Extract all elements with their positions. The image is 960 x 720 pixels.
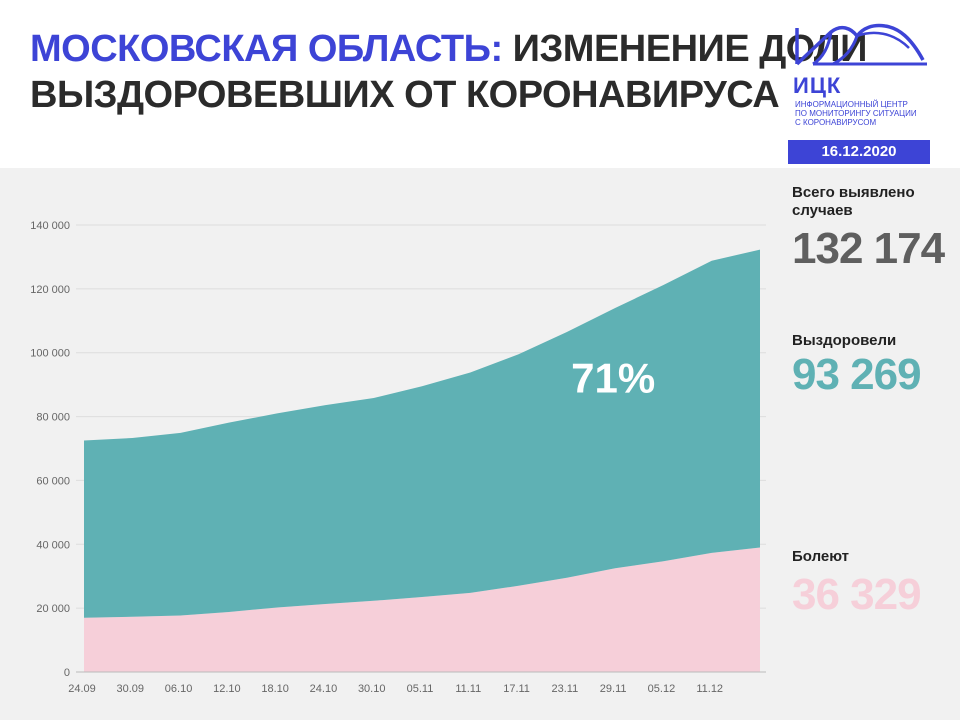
- x-tick-label: 23.11: [551, 683, 578, 695]
- y-tick-label: 120 000: [30, 284, 70, 296]
- x-tick-label: 30.10: [358, 683, 386, 695]
- y-tick-label: 80 000: [36, 412, 70, 424]
- logo-subtitle-line: С КОРОНАВИРУСОМ: [795, 118, 877, 127]
- x-tick-label: 11.11: [455, 683, 481, 695]
- x-tick-label: 05.11: [407, 683, 434, 695]
- stat-total-value: 132 174: [792, 224, 945, 273]
- y-tick-label: 100 000: [30, 348, 70, 360]
- header: МОСКОВСКАЯ ОБЛАСТЬ: ИЗМЕНЕНИЕ ДОЛИ ВЫЗДОР…: [0, 0, 960, 168]
- stat-sick-value: 36 329: [792, 570, 922, 619]
- y-tick-label: 0: [64, 667, 70, 679]
- area-series-recovered: [84, 249, 760, 618]
- x-tick-label: 12.10: [213, 683, 241, 695]
- stat-recovered-value: 93 269: [792, 350, 922, 399]
- stat-total: Всего выявлено случаев 132 174: [792, 184, 945, 273]
- x-tick-label: 24.10: [310, 683, 338, 695]
- area-series-sick: [84, 547, 760, 672]
- x-tick-label: 30.09: [117, 683, 145, 695]
- logo-subtitle-line: ИНФОРМАЦИОННЫЙ ЦЕНТР: [795, 100, 908, 109]
- y-tick-label: 60 000: [36, 475, 70, 487]
- page-title: МОСКОВСКАЯ ОБЛАСТЬ: ИЗМЕНЕНИЕ ДОЛИ ВЫЗДОР…: [30, 26, 867, 118]
- area-chart: 0 20 000 40 000 60 000 80 000 100 000 120 000 1…: [30, 220, 766, 695]
- x-tick-label: 06.10: [165, 683, 193, 695]
- title-rest: ИЗМЕНЕНИЕ ДОЛИ: [502, 28, 868, 70]
- stat-sick-label: Болеют: [792, 548, 850, 565]
- share-annotation: 71%: [571, 355, 655, 402]
- x-tick-label: 17.11: [503, 683, 530, 695]
- logo-icon: [795, 23, 927, 66]
- x-tick-label: 18.10: [261, 683, 289, 695]
- x-tick-label: 05.12: [648, 683, 676, 695]
- stat-recovered-label: Выздоровели: [792, 332, 897, 349]
- y-tick-label: 40 000: [36, 539, 70, 551]
- title-region: МОСКОВСКАЯ ОБЛАСТЬ:: [30, 28, 503, 70]
- title-line-2: ВЫЗДОРОВЕВШИХ ОТ КОРОНАВИРУСА: [30, 74, 780, 116]
- stat-sick: Болеют 36 329: [792, 548, 942, 618]
- stat-recovered: Выздоровели 93 269: [792, 332, 942, 398]
- logo-subtitle: ИНФОРМАЦИОННЫЙ ЦЕНТР ПО МОНИТОРИНГУ СИТУ…: [795, 100, 917, 127]
- x-tick-label: 11.12: [696, 683, 723, 695]
- y-tick-label: 140 000: [30, 220, 70, 232]
- date-badge: 16.12.2020: [788, 140, 930, 164]
- y-tick-label: 20 000: [36, 603, 70, 615]
- x-tick-label: 29.11: [600, 683, 627, 695]
- stat-total-label: Всего выявлено случаев: [792, 184, 915, 219]
- logo-subtitle-line: ПО МОНИТОРИНГУ СИТУАЦИИ: [795, 109, 917, 118]
- x-tick-label: 24.09: [68, 683, 96, 695]
- logo-name: ИЦК: [793, 73, 842, 98]
